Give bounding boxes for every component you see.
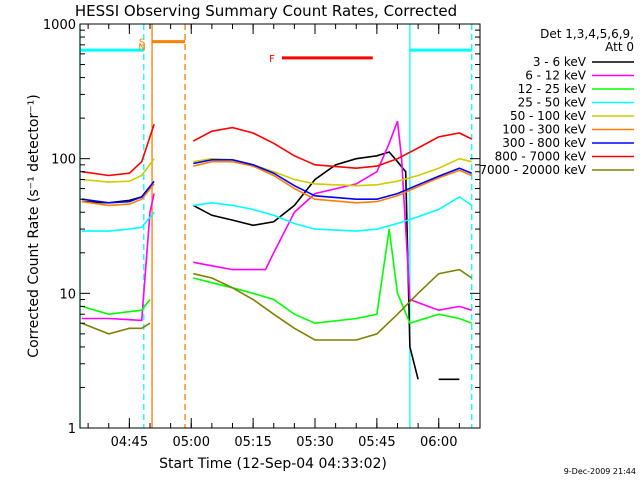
x-tick-label: 05:45 bbox=[358, 435, 395, 450]
chart-title: HESSI Observing Summary Count Rates, Cor… bbox=[75, 2, 457, 20]
y-tick-label: 1 bbox=[68, 422, 76, 437]
flag-label: S bbox=[139, 38, 145, 49]
legend-header: Det 1,3,4,5,6,9, bbox=[540, 27, 634, 41]
series-800-7000-kev bbox=[81, 124, 155, 177]
timestamp: 9-Dec-2009 21:44 bbox=[564, 467, 636, 476]
legend-label: 800 - 7000 keV bbox=[495, 150, 587, 164]
legend-label: 7000 - 20000 keV bbox=[479, 163, 586, 177]
flag-label: F bbox=[269, 54, 275, 65]
series-50-100-kev bbox=[81, 158, 155, 183]
series-25-50-kev bbox=[193, 195, 473, 232]
y-axis-label: Corrected Count Rate (s⁻¹ detector⁻¹) bbox=[26, 94, 42, 357]
series-7000-20000-kev bbox=[193, 268, 473, 341]
series-7000-20000-kev bbox=[81, 322, 151, 335]
legend-label: 50 - 100 keV bbox=[510, 109, 587, 123]
flag-label: N bbox=[138, 43, 145, 54]
legend-label: 3 - 6 keV bbox=[533, 55, 587, 69]
legend-label: 300 - 800 keV bbox=[502, 136, 586, 150]
series-100-300-kev bbox=[193, 160, 473, 204]
legend-label: 100 - 300 keV bbox=[502, 123, 586, 137]
y-tick-label: 1000 bbox=[43, 18, 76, 33]
y-tick-label: 100 bbox=[51, 153, 76, 168]
series-800-7000-kev bbox=[192, 126, 473, 170]
series-6-12-kev bbox=[193, 120, 472, 312]
legend-label: 6 - 12 keV bbox=[525, 69, 587, 83]
x-tick-label: 05:00 bbox=[173, 435, 210, 450]
series-300-800-kev bbox=[81, 180, 155, 204]
x-tick-label: 06:00 bbox=[420, 435, 457, 450]
x-tick-label: 04:45 bbox=[111, 435, 148, 450]
series-12-25-kev bbox=[81, 299, 151, 316]
series-12-25-kev bbox=[193, 228, 472, 325]
legend-label: 12 - 25 keV bbox=[518, 82, 587, 96]
x-tick-label: 05:15 bbox=[234, 435, 271, 450]
series-100-300-kev bbox=[81, 183, 155, 207]
series-25-50-kev bbox=[81, 211, 155, 232]
y-tick-label: 10 bbox=[59, 287, 76, 302]
series-300-800-kev bbox=[193, 159, 473, 200]
plot-frame bbox=[79, 23, 481, 429]
legend-header: Att 0 bbox=[605, 40, 634, 54]
x-axis-label: Start Time (12-Sep-04 04:33:02) bbox=[159, 456, 387, 472]
legend-label: 25 - 50 keV bbox=[518, 96, 587, 110]
x-tick-label: 05:30 bbox=[296, 435, 333, 450]
series-6-12-kev bbox=[81, 193, 155, 322]
